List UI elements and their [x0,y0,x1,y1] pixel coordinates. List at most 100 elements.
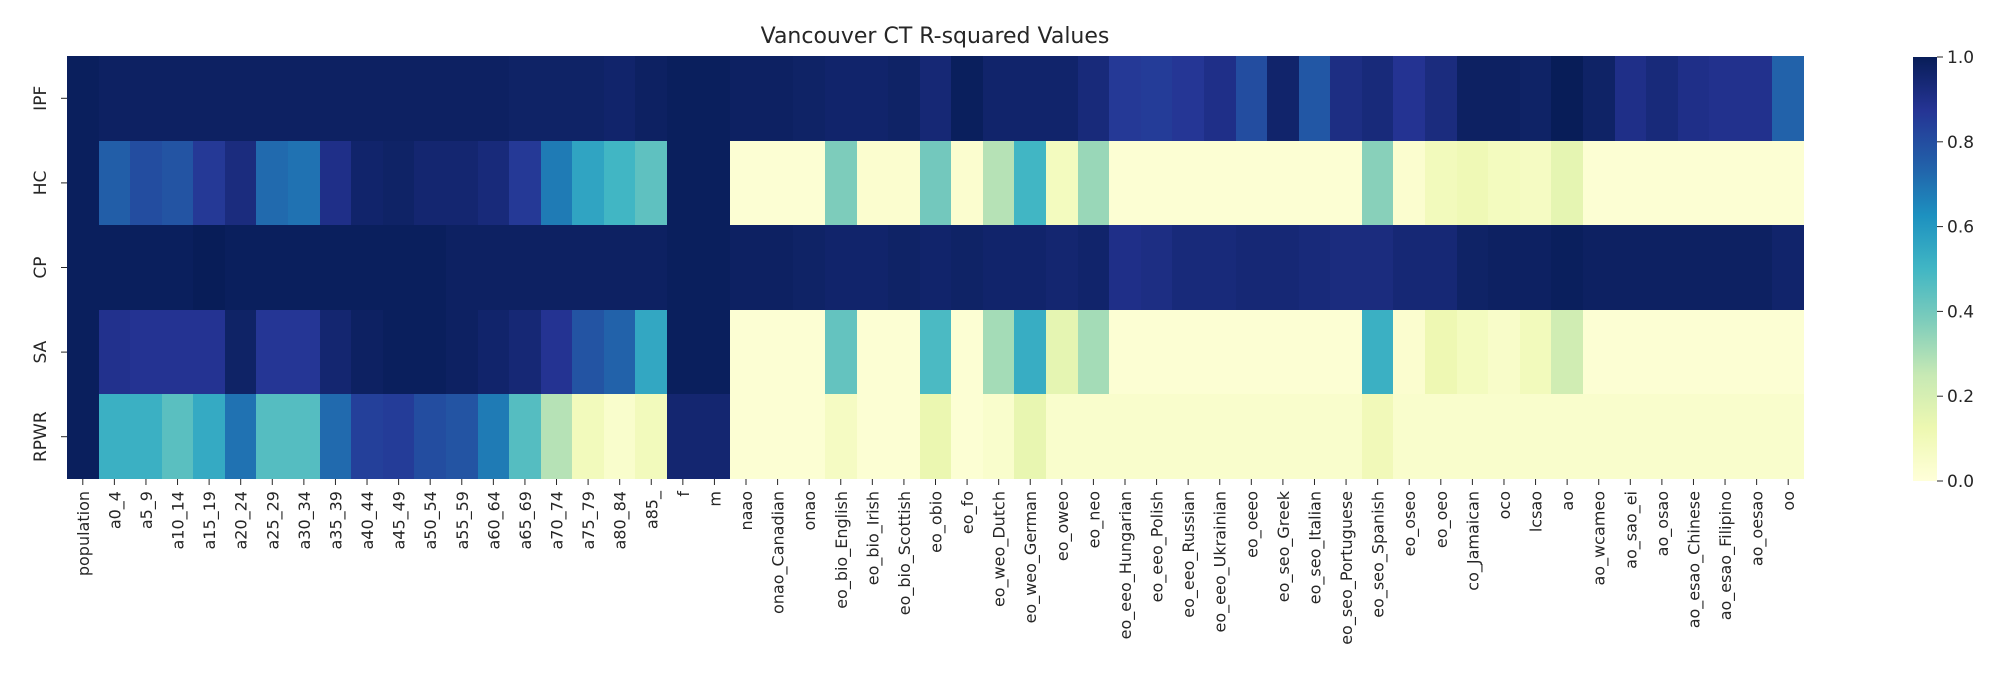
heatmap-cell [1457,56,1488,141]
column-label: a45_49 [390,491,410,550]
heatmap-cell [383,310,414,394]
heatmap-cell [1267,56,1299,141]
heatmap-cell [1362,141,1393,225]
heatmap-cell [1236,56,1267,141]
heatmap-cell [1393,141,1425,225]
heatmap-cell [1615,310,1646,394]
heatmap-cell [1109,225,1141,310]
heatmap-cell [1172,310,1204,394]
heatmap-cell [1267,225,1299,310]
heatmap-cell [1551,225,1583,310]
heatmap-cell [1014,394,1046,479]
colorbar-tick-label: 0.6 [1947,218,1974,238]
heatmap-cell [130,141,162,225]
heatmap-cell [635,56,667,141]
heatmap-cell [130,56,162,141]
heatmap-cell [825,394,857,479]
column-label: eo_eeo_Polish [1148,491,1168,602]
heatmap-cell [383,56,414,141]
heatmap-cell [635,141,667,225]
heatmap-cell [1109,394,1141,479]
heatmap-cell [1078,56,1109,141]
heatmap-cell [888,394,920,479]
heatmap-cell [951,225,983,310]
heatmap-cells [67,56,1804,479]
heatmap-cell [1520,310,1551,394]
heatmap-cell [983,141,1014,225]
heatmap-cell [1646,141,1678,225]
heatmap-cell [67,310,99,394]
heatmap-cell [478,141,509,225]
heatmap-cell [256,225,288,310]
heatmap-cell [888,141,920,225]
heatmap-cell [256,141,288,225]
heatmap-cell [730,394,762,479]
heatmap-cell [1299,225,1330,310]
heatmap-cell [1393,310,1425,394]
heatmap-cell [225,310,256,394]
row-label: CP [31,256,51,278]
column-label: onao [800,491,819,531]
colorbar-gradient [1913,57,1937,481]
heatmap-cell [983,310,1014,394]
heatmap-cell [920,225,951,310]
heatmap-cell [951,310,983,394]
column-label: ao_oesao [1748,491,1768,566]
heatmap-cell [99,141,130,225]
heatmap-cell [1741,310,1772,394]
heatmap-cell [1204,141,1236,225]
heatmap-cell [1204,394,1236,479]
heatmap-cell [162,394,193,479]
heatmap-cell [1551,56,1583,141]
heatmap-cell [951,394,983,479]
heatmap-cell [478,56,509,141]
row-label: RPWR [31,411,51,462]
column-label: a70_74 [548,491,568,550]
heatmap-cell [414,310,446,394]
heatmap-cell [320,310,351,394]
heatmap-cell [99,394,130,479]
heatmap-cell [1425,141,1457,225]
heatmap-cell [1299,141,1330,225]
heatmap-cell [1488,141,1520,225]
heatmap-cell [667,310,699,394]
heatmap-cell [667,225,699,310]
column-label: a30_34 [295,491,315,550]
heatmap-cell [1741,225,1772,310]
column-label: a35_39 [326,491,346,550]
heatmap-cell [699,56,730,141]
heatmap-cell [1236,141,1267,225]
heatmap-cell [1488,310,1520,394]
heatmap-cell [951,56,983,141]
heatmap-cell [225,225,256,310]
heatmap-cell [1362,394,1393,479]
heatmap-cell [730,310,762,394]
row-label: HC [31,171,51,196]
heatmap-cell [1109,141,1141,225]
heatmap-cell [1299,394,1330,479]
column-label: eo_oweo [1053,491,1073,561]
heatmap-cell [1583,56,1615,141]
heatmap-cell [825,56,857,141]
heatmap-cell [762,141,793,225]
heatmap-cell [1709,394,1741,479]
heatmap-cell [1678,141,1709,225]
heatmap-cell [1141,310,1172,394]
heatmap-cell [130,394,162,479]
heatmap-cell [1772,310,1804,394]
heatmap-cell [983,394,1014,479]
heatmap-cell [1204,310,1236,394]
heatmap-cell [825,310,857,394]
column-label: a20_24 [232,491,252,550]
heatmap-cell [1014,310,1046,394]
heatmap-cell [414,225,446,310]
heatmap-cell [572,141,604,225]
heatmap-cell [509,141,541,225]
heatmap-cell [572,394,604,479]
heatmap-cell [857,56,888,141]
heatmap-cell [1236,394,1267,479]
heatmap-cell [1551,310,1583,394]
column-label: eo_fo [958,491,978,534]
column-label: eo_bio_Irish [863,491,883,585]
heatmap-cell [1299,56,1330,141]
